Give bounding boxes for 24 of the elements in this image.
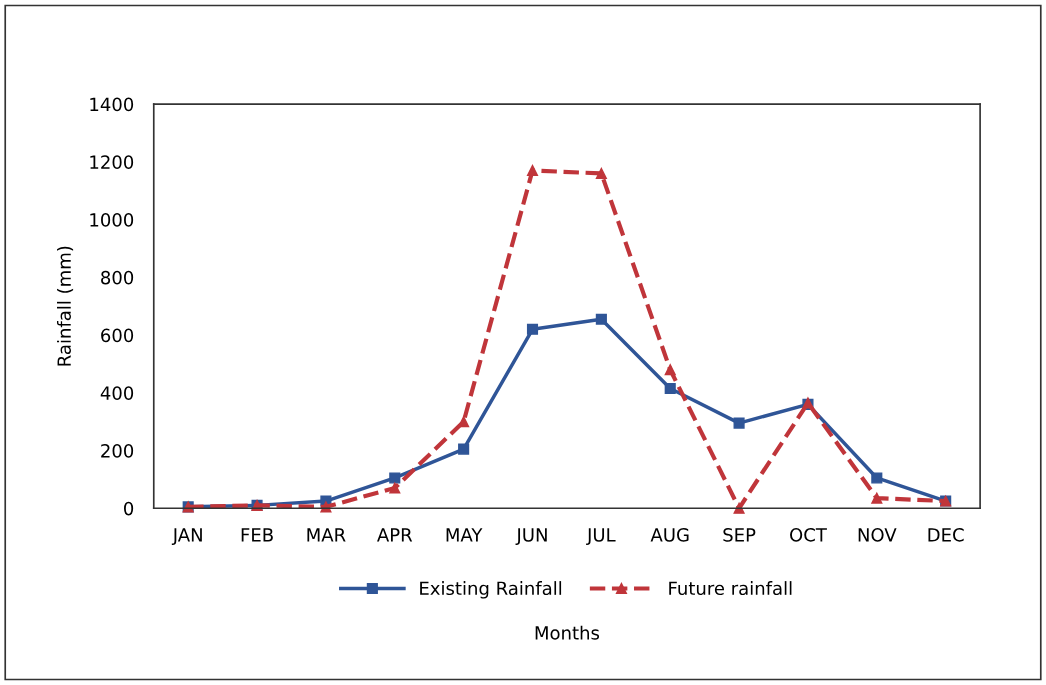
x-tick-label: JUN — [515, 528, 547, 546]
y-tick-label: 1000 — [90, 213, 134, 227]
y-tick-label: 400 — [100, 386, 134, 400]
legend-label: Future rainfall — [669, 581, 792, 596]
y-tick-label: 600 — [101, 328, 134, 343]
x-axis-title: Months — [535, 625, 600, 640]
y-tick-label: 200 — [101, 443, 134, 458]
y-tick-label: 0 — [124, 501, 134, 516]
x-tick-label: JUL — [586, 528, 616, 546]
y-axis-title: Rainfall (mm) — [57, 246, 74, 366]
x-tick-label: OCT — [790, 528, 827, 542]
y-tick-label: 1400 — [90, 97, 134, 112]
x-tick-label: SEP — [723, 528, 756, 542]
x-tick-label: DEC — [928, 528, 964, 542]
y-tick-label: 800 — [101, 270, 134, 285]
x-tick-label: JAN — [171, 528, 202, 546]
x-tick-label: APR — [377, 528, 413, 542]
x-tick-label: NOV — [858, 528, 897, 542]
x-tick-label: MAY — [446, 528, 483, 542]
x-tick-label: AUG — [650, 528, 689, 542]
y-tick-label: 1200 — [90, 155, 134, 169]
legend-label: Existing Rainfall — [420, 581, 562, 599]
x-tick-label: MAR — [307, 528, 346, 542]
x-tick-label: FEB — [241, 528, 273, 542]
